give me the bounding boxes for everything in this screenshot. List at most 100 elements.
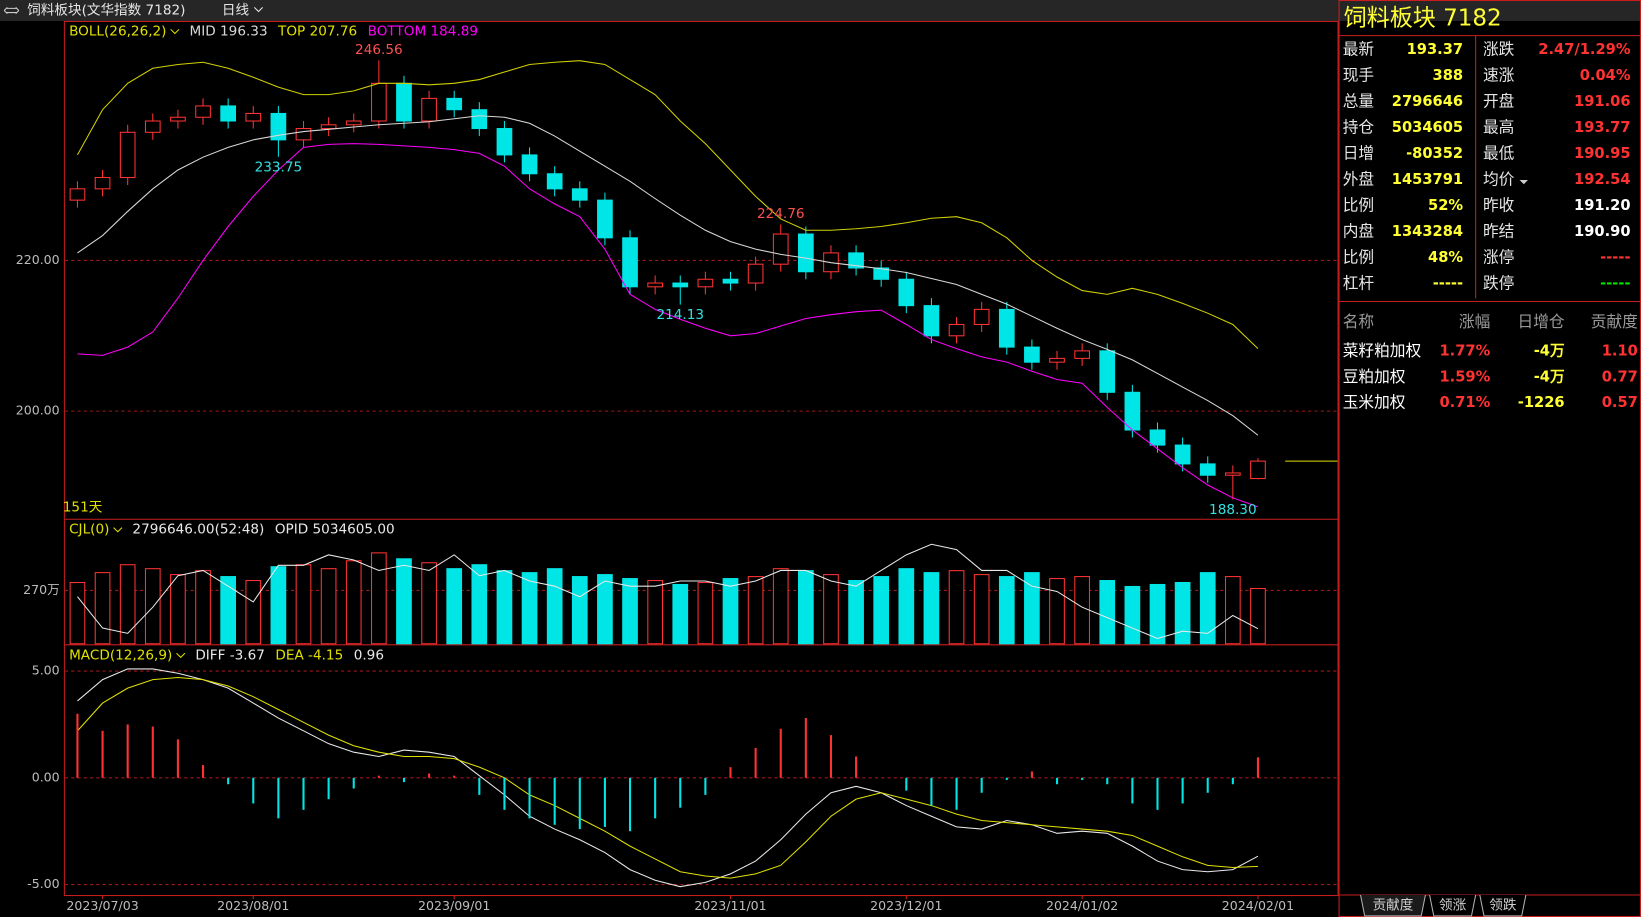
- component-cell[interactable]: -4万: [1534, 368, 1565, 385]
- component-cell[interactable]: 0.57: [1602, 394, 1638, 411]
- x-tick-label: 2024/02/01: [1222, 898, 1294, 913]
- quote-label: 涨跌: [1483, 40, 1515, 59]
- quote-value: 1453791: [1392, 171, 1463, 188]
- volume-bar: [647, 580, 663, 645]
- quote-label: 速涨: [1483, 66, 1515, 85]
- volume-bar: [1124, 585, 1141, 645]
- candle-body: [772, 233, 789, 265]
- bollinger-line: [76, 60, 1259, 349]
- volume-bar: [546, 568, 563, 645]
- period-arrow[interactable]: [253, 6, 264, 13]
- quote-label: 均价: [1483, 170, 1515, 189]
- candle-body: [69, 188, 86, 201]
- window-title: 饲料板块(文华指数 7182): [27, 2, 185, 18]
- candle-body: [672, 282, 689, 288]
- candle-body: [1224, 472, 1241, 476]
- candle-body: [973, 308, 990, 326]
- component-cell[interactable]: 1.59%: [1440, 368, 1491, 385]
- indicator-arrow[interactable]: [176, 652, 186, 659]
- y-tick-label: 270万: [23, 582, 59, 597]
- window-icon[interactable]: [3, 6, 20, 14]
- quote-label: 比例: [1343, 247, 1374, 266]
- period-selector[interactable]: 日线: [222, 2, 250, 18]
- x-tick-label: 2024/01/02: [1046, 898, 1118, 913]
- component-cell[interactable]: 玉米加权: [1343, 393, 1406, 412]
- tab[interactable]: [1429, 894, 1477, 917]
- component-cell[interactable]: 1.10: [1602, 343, 1638, 360]
- quote-title: 饲料板块 7182: [1344, 5, 1502, 31]
- volume-bar: [998, 576, 1015, 645]
- volume-bar: [421, 562, 437, 645]
- quote-value: 191.06: [1574, 93, 1630, 110]
- legend-entry: MID 196.33: [190, 23, 268, 39]
- volume-bar: [295, 564, 312, 645]
- quote-value: 2.47/1.29%: [1538, 41, 1631, 58]
- candle-body: [345, 120, 362, 126]
- volume-bar: [396, 558, 412, 645]
- candle-body: [873, 267, 890, 280]
- quote-label: 最高: [1483, 118, 1514, 137]
- candle-body: [546, 173, 563, 190]
- volume-bar: [1250, 587, 1266, 645]
- candle-body: [1049, 357, 1065, 363]
- component-cell[interactable]: 菜籽粕加权: [1343, 341, 1422, 360]
- candle-body: [471, 109, 488, 130]
- avg-price-arrow[interactable]: [1519, 180, 1528, 185]
- quote-value: 192.54: [1574, 171, 1630, 188]
- quote-value: -80352: [1406, 145, 1463, 162]
- component-header: 贡献度: [1591, 312, 1638, 331]
- title-bar: [0, 0, 1641, 21]
- quote-label: 比例: [1343, 196, 1374, 215]
- price-annotation: 188.30: [1209, 502, 1257, 518]
- quote-label: 持仓: [1343, 118, 1375, 137]
- quote-value: -----: [1600, 249, 1630, 266]
- quote-value: 2796646: [1392, 93, 1463, 110]
- quote-value: 48%: [1428, 249, 1463, 266]
- quote-value: 190.90: [1574, 223, 1630, 240]
- quote-value: 0.04%: [1580, 67, 1631, 84]
- component-cell[interactable]: 0.71%: [1440, 394, 1491, 411]
- volume-bar: [170, 574, 186, 645]
- candle-body: [622, 237, 638, 288]
- quote-label: 最新: [1343, 40, 1375, 59]
- indicator-arrow[interactable]: [170, 28, 180, 35]
- tab[interactable]: [1479, 894, 1527, 917]
- component-cell[interactable]: -1226: [1518, 394, 1565, 411]
- quote-value: 191.20: [1574, 197, 1630, 214]
- quote-value: -----: [1433, 275, 1463, 292]
- candle-body: [320, 124, 337, 130]
- volume-bar: [144, 568, 161, 645]
- volume-bar: [471, 564, 488, 645]
- indicator-name: BOLL(26,26,2): [69, 23, 166, 39]
- candle-body: [747, 263, 764, 284]
- volume-bar: [747, 576, 764, 645]
- tab[interactable]: [1360, 894, 1426, 917]
- quote-value: 52%: [1428, 197, 1463, 214]
- tab-label[interactable]: 贡献度: [1373, 897, 1414, 913]
- quote-value: 193.37: [1407, 41, 1463, 58]
- volume-bar: [220, 576, 236, 645]
- volume-bar: [1049, 578, 1065, 645]
- component-cell[interactable]: 1.77%: [1440, 343, 1491, 360]
- volume-bar: [345, 560, 362, 645]
- macd-line: [77, 668, 1259, 888]
- quote-label: 开盘: [1483, 92, 1514, 111]
- y-tick-label: 0.00: [32, 769, 60, 784]
- tab-label[interactable]: 领跌: [1489, 897, 1517, 913]
- component-cell[interactable]: 豆粕加权: [1343, 367, 1406, 386]
- tab-label[interactable]: 领涨: [1439, 897, 1467, 913]
- legend-entry: TOP 207.76: [277, 23, 357, 39]
- indicator-arrow[interactable]: [113, 527, 123, 533]
- candle-body: [1174, 444, 1191, 465]
- quote-label: 总量: [1343, 92, 1374, 111]
- open-interest-line: [77, 543, 1259, 640]
- legend-entry: 0.96: [354, 647, 384, 663]
- days-count: 151天: [63, 500, 103, 516]
- component-cell[interactable]: -4万: [1534, 343, 1565, 360]
- volume-bar: [1224, 576, 1241, 645]
- indicator-name: CJL(0): [69, 522, 109, 538]
- component-cell[interactable]: 0.77: [1602, 368, 1638, 385]
- volume-bar: [320, 568, 337, 645]
- volume-bar: [1024, 572, 1040, 645]
- legend-entry: OPID 5034605.00: [275, 522, 395, 538]
